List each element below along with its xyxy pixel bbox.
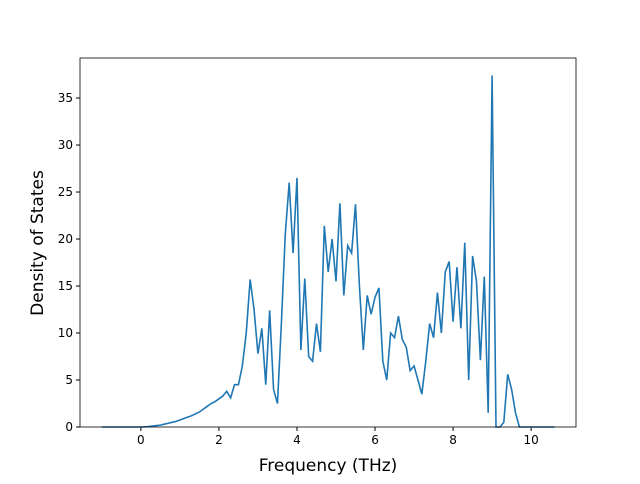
x-tick-label: 0	[137, 433, 145, 447]
y-tick-label: 15	[58, 279, 73, 293]
y-tick-label: 10	[58, 326, 73, 340]
y-tick-label: 30	[58, 138, 73, 152]
x-tick-label: 8	[449, 433, 457, 447]
y-axis-label: Density of States	[28, 170, 48, 316]
y-tick-label: 0	[65, 420, 73, 434]
y-tick-label: 25	[58, 185, 73, 199]
x-tick-label: 2	[215, 433, 223, 447]
x-tick-label: 4	[293, 433, 301, 447]
x-tick-label: 10	[523, 433, 538, 447]
data-line	[101, 75, 555, 428]
plot-frame	[79, 57, 577, 428]
x-tick-label: 6	[371, 433, 379, 447]
x-axis-label: Frequency (THz)	[259, 456, 398, 476]
y-tick-label: 5	[65, 373, 73, 387]
y-tick-label: 20	[58, 232, 73, 246]
y-tick-label: 35	[58, 91, 73, 105]
